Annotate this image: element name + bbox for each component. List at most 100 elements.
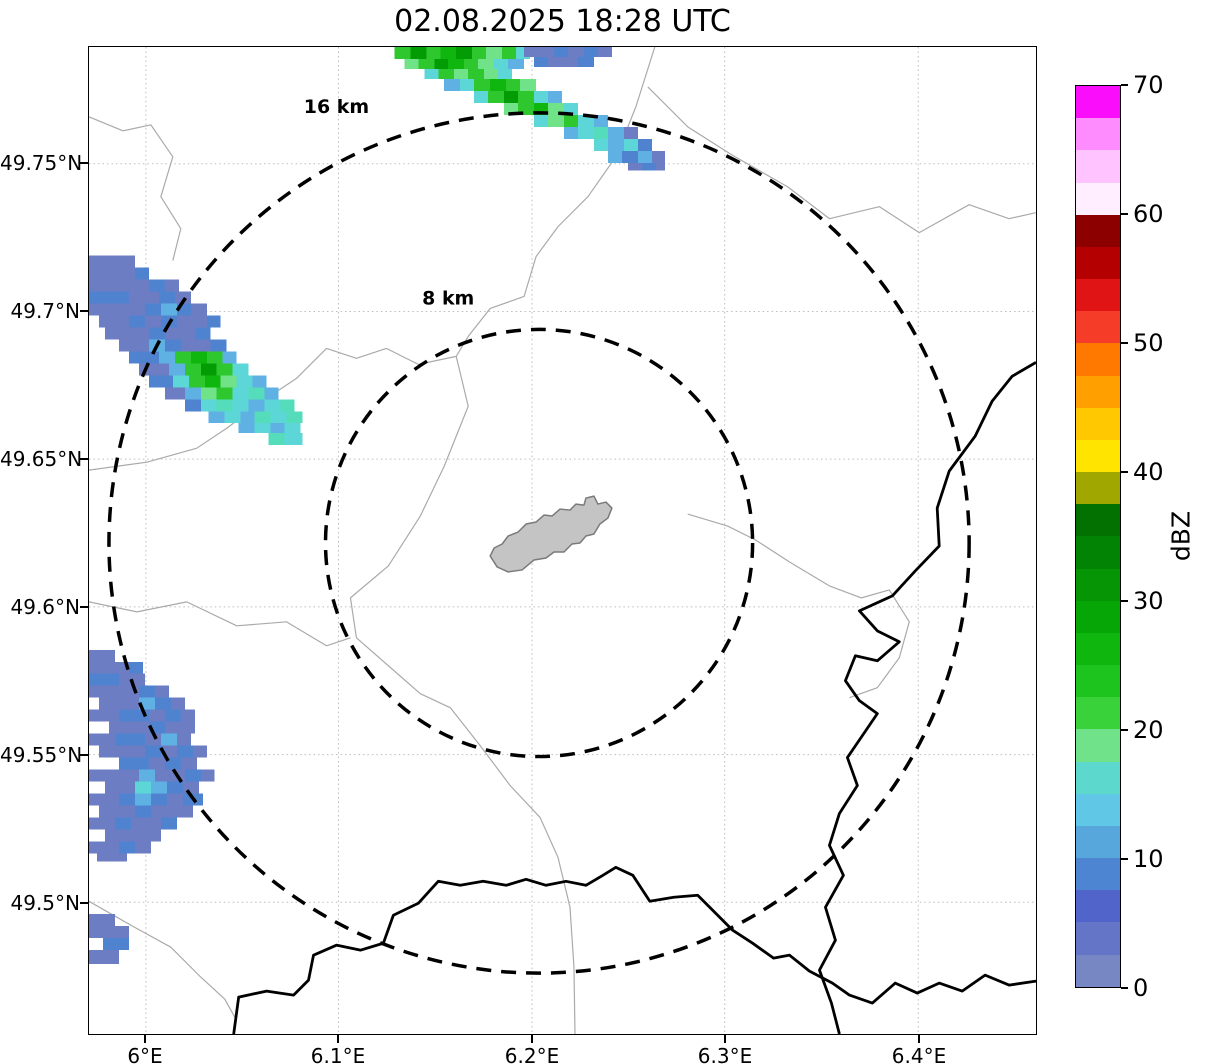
colorbar-segment xyxy=(1076,954,1120,987)
radar-cell xyxy=(114,733,145,746)
radar-cell xyxy=(190,303,207,316)
radar-cell xyxy=(148,721,165,734)
radar-cell xyxy=(148,279,165,292)
radar-cell xyxy=(164,709,181,722)
radar-cell xyxy=(504,102,519,115)
radar-cell xyxy=(506,78,521,91)
radar-cell xyxy=(89,733,115,746)
radar-cell xyxy=(520,78,537,91)
radar-cell xyxy=(637,150,652,163)
radar-cell xyxy=(394,47,411,59)
radar-cell xyxy=(563,114,578,127)
colorbar-segment xyxy=(1076,793,1120,826)
radar-cell xyxy=(577,114,594,127)
admin-boundary-line xyxy=(89,900,236,1018)
radar-cell xyxy=(220,375,237,388)
radar-cell xyxy=(534,56,549,67)
y-tick-mark xyxy=(80,310,88,312)
radar-cell xyxy=(166,805,193,818)
x-tick-mark xyxy=(337,1035,339,1043)
radar-cell xyxy=(216,399,233,412)
radar-cell xyxy=(89,926,129,939)
radar-cell xyxy=(460,78,475,91)
radar-cell xyxy=(134,793,151,806)
radar-cell xyxy=(192,745,207,758)
radar-cell xyxy=(89,279,149,292)
radar-cell xyxy=(264,387,279,400)
radar-cell xyxy=(404,58,419,69)
colorbar-segment xyxy=(1076,279,1120,312)
colorbar-segment xyxy=(1076,246,1120,280)
radar-cell xyxy=(534,114,549,127)
radar-cell xyxy=(166,781,183,794)
radar-cell xyxy=(138,769,155,782)
radar-cell xyxy=(148,375,173,388)
radar-cell xyxy=(607,126,624,139)
radar-cell xyxy=(144,303,161,316)
radar-cell xyxy=(448,58,465,69)
radar-cell xyxy=(438,68,455,79)
radar-cell xyxy=(238,423,255,434)
radar-cell xyxy=(98,315,129,328)
admin-boundary-line xyxy=(687,513,910,699)
colorbar-segment xyxy=(1076,825,1120,859)
radar-cell xyxy=(208,411,225,424)
radar-cell xyxy=(577,56,594,67)
radar-cell xyxy=(134,841,151,854)
radar-cell xyxy=(623,126,638,139)
colorbar-tick-mark xyxy=(1121,471,1128,473)
radar-cell xyxy=(254,411,271,424)
country-border-line xyxy=(232,865,1036,1034)
radar-cell xyxy=(524,47,539,57)
radar-cell xyxy=(488,90,505,103)
radar-cell xyxy=(164,387,185,400)
radar-cell xyxy=(164,279,179,292)
radar-cell xyxy=(138,697,155,710)
radar-cell xyxy=(206,351,223,364)
radar-cell xyxy=(96,853,127,862)
radar-cell xyxy=(184,363,201,376)
colorbar-tick-label: 50 xyxy=(1133,329,1164,357)
admin-boundary-line xyxy=(349,356,576,1034)
colorbar-segment xyxy=(1076,472,1120,505)
radar-cell xyxy=(164,339,181,352)
colorbar-segment xyxy=(1076,86,1120,119)
radar-cell xyxy=(138,685,155,698)
y-tick-label: 49.6°N xyxy=(10,595,81,619)
radar-cell xyxy=(651,150,665,163)
radar-cell xyxy=(286,411,303,424)
radar-cell xyxy=(104,781,135,794)
radar-cell xyxy=(474,90,489,103)
colorbar-segment xyxy=(1076,890,1120,923)
radar-cell xyxy=(410,47,427,59)
radar-cell xyxy=(426,47,441,59)
radar-cell xyxy=(200,363,217,376)
y-tick-label: 49.55°N xyxy=(0,743,83,767)
colorbar-segment xyxy=(1076,858,1120,891)
radar-cell xyxy=(150,793,167,806)
colorbar-tick-mark xyxy=(1121,858,1128,860)
colorbar-tick-label: 60 xyxy=(1133,200,1164,228)
colorbar-segment xyxy=(1076,697,1120,730)
y-tick-mark xyxy=(80,754,88,756)
radar-cell xyxy=(216,387,233,400)
radar-cell xyxy=(104,327,149,340)
radar-cell xyxy=(494,58,509,69)
y-tick-label: 49.5°N xyxy=(10,891,81,915)
radar-cell xyxy=(89,914,115,927)
radar-cell xyxy=(607,138,624,151)
colorbar-segment xyxy=(1076,311,1120,344)
radar-cell xyxy=(174,291,191,304)
radar-cell xyxy=(89,649,115,662)
colorbar-segment xyxy=(1076,343,1120,376)
radar-cell xyxy=(264,399,281,412)
radar-cell xyxy=(534,90,549,103)
colorbar-segment xyxy=(1076,118,1120,151)
colorbar-tick-mark xyxy=(1121,987,1128,989)
radar-cell xyxy=(184,387,201,400)
radar-cell xyxy=(150,781,167,794)
radar-cell xyxy=(164,721,195,734)
radar-cell xyxy=(621,150,638,163)
radar-cell xyxy=(468,68,485,79)
radar-cell xyxy=(134,267,149,280)
